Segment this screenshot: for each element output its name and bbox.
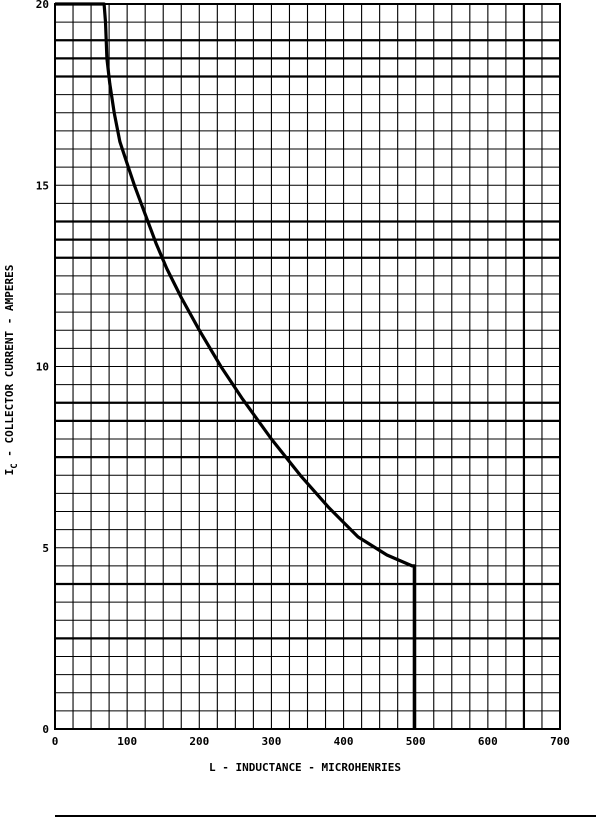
grid-minor	[54, 3, 561, 730]
y-axis-title-rest: - COLLECTOR CURRENT - AMPERES	[3, 265, 16, 464]
y-tick-label: 0	[42, 723, 49, 736]
series-layer	[55, 2, 416, 729]
x-tick-label: 600	[478, 735, 498, 748]
x-tick-label: 700	[550, 735, 570, 748]
x-tick-label: 400	[334, 735, 354, 748]
y-axis-title: IC - COLLECTOR CURRENT - AMPERES	[3, 265, 20, 476]
y-axis-title-main: I	[3, 469, 16, 476]
y-axis-title-subscript: C	[10, 463, 20, 468]
y-tick-labels: 0 5 10 15 20	[36, 0, 49, 736]
plot-border	[54, 3, 561, 730]
x-tick-label: 300	[261, 735, 281, 748]
x-axis-title: L - INDUCTANCE - MICROHENRIES	[209, 761, 401, 774]
y-tick-label: 10	[36, 361, 49, 374]
x-tick-label: 200	[189, 735, 209, 748]
footer-rule	[55, 815, 596, 817]
series-line	[55, 2, 416, 729]
x-tick-label: 0	[52, 735, 59, 748]
y-tick-label: 5	[42, 542, 49, 555]
grid-major	[55, 4, 560, 729]
y-tick-label: 20	[36, 0, 49, 11]
x-tick-label: 100	[117, 735, 137, 748]
x-tick-label: 500	[406, 735, 426, 748]
y-tick-label: 15	[36, 179, 49, 192]
plot-frame	[54, 3, 561, 730]
x-tick-labels: 0 100 200 300 400 500 600 700	[52, 735, 570, 748]
